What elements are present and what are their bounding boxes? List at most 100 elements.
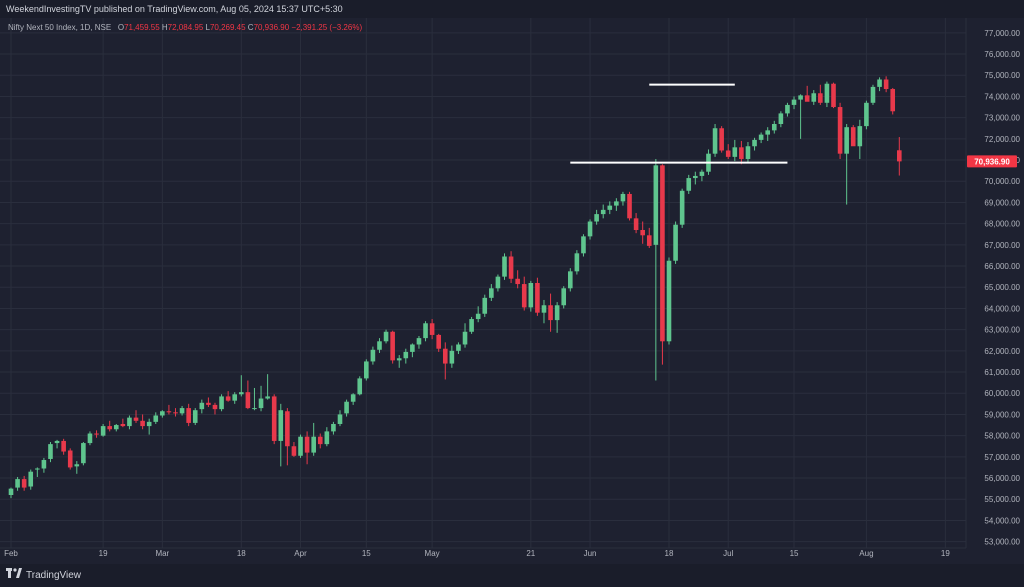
candle-up	[568, 271, 573, 289]
candle-up	[81, 443, 86, 464]
candle-up	[864, 102, 869, 127]
candle-down	[660, 165, 665, 342]
candle-up	[41, 460, 47, 469]
candle-up	[192, 410, 198, 423]
candle-up	[489, 288, 494, 298]
candle-up	[482, 297, 488, 314]
candle-up	[699, 171, 705, 176]
candles	[8, 76, 902, 499]
candle-up	[179, 408, 185, 414]
candle-up	[449, 350, 455, 364]
candle-down	[429, 323, 435, 335]
candle-up	[693, 175, 698, 179]
candle-down	[633, 218, 639, 230]
high-value: 72,084.95	[167, 23, 204, 32]
symbol-label: Nifty Next 50 Index, 1D, NSE	[8, 23, 112, 32]
candle-up	[785, 104, 790, 114]
candle-down	[140, 420, 145, 427]
candle-up	[416, 338, 422, 345]
candle-up	[554, 305, 560, 321]
candle-down	[94, 433, 99, 435]
last-price-tag-bg	[967, 155, 1017, 168]
candle-up	[811, 93, 817, 102]
candle-up	[877, 79, 882, 87]
candle-down	[206, 402, 211, 405]
price-tick-label: 65,000.00	[984, 283, 1020, 292]
time-axis[interactable]: Feb 19 Mar 18 Apr 15 May 21 Jun 18 Jul 15 Aug 19	[4, 549, 950, 558]
chart-background	[0, 18, 1024, 564]
price-tick-label: 67,000.00	[984, 241, 1020, 250]
open-value: 71,459.55	[124, 23, 160, 32]
candle-down	[515, 278, 520, 285]
candle-down	[883, 79, 889, 90]
chart-area[interactable]: 77,000.00 76,000.00 75,000.00 74,000.00 73,0…	[0, 18, 1024, 564]
time-tick-label: 19	[99, 549, 108, 558]
candle-up	[15, 479, 20, 488]
candle-up	[541, 305, 547, 313]
candle-up	[232, 394, 238, 401]
tradingview-logo-icon[interactable]	[6, 564, 22, 587]
change-value: −2,391.25 (−3.26%)	[291, 23, 363, 32]
candle-up	[383, 331, 389, 342]
candle-up	[258, 398, 264, 409]
price-tick-label: 55,000.00	[984, 495, 1020, 504]
candle-down	[21, 479, 27, 488]
candle-up	[331, 423, 336, 432]
candle-up	[403, 351, 409, 359]
candle-down	[436, 334, 441, 349]
candle-down	[61, 440, 66, 452]
candle-down	[640, 230, 645, 236]
candle-up	[146, 421, 152, 427]
price-tick-label: 72,000.00	[984, 135, 1020, 144]
candle-down	[390, 331, 395, 361]
horizontal-lines	[570, 83, 788, 164]
price-tick-label: 68,000.00	[984, 220, 1020, 229]
last-price-tag-text: 70,936.90	[974, 157, 1010, 166]
close-value: 70,936.90	[253, 23, 290, 32]
candle-up	[344, 401, 349, 414]
low-value: 70,269.45	[209, 23, 246, 32]
candle-down	[739, 147, 744, 159]
candle-down	[225, 396, 231, 401]
time-tick-label: Apr	[294, 549, 307, 558]
open-label: O	[117, 23, 125, 32]
candle-down	[304, 436, 310, 453]
candle-up	[199, 402, 205, 410]
time-tick-label: Aug	[859, 549, 873, 558]
candle-up	[791, 99, 797, 105]
candle-down	[67, 450, 73, 468]
candle-down	[627, 193, 632, 219]
candle-down	[521, 284, 527, 308]
candle-up	[396, 358, 402, 361]
price-tick-label: 56,000.00	[984, 474, 1020, 483]
candle-up	[765, 130, 770, 135]
candle-up	[324, 431, 330, 445]
candlestick-chart[interactable]: 77,000.00 76,000.00 75,000.00 74,000.00 73,0…	[0, 18, 1024, 564]
footer-brand[interactable]: TradingView	[26, 570, 82, 582]
candle-up	[594, 214, 599, 222]
time-tick-label: Jun	[584, 549, 597, 558]
time-tick-label: 21	[526, 549, 535, 558]
candle-up	[666, 260, 672, 342]
candle-up	[252, 408, 257, 410]
time-tick-label: 18	[237, 549, 246, 558]
candle-up	[620, 193, 626, 202]
candle-down	[245, 392, 251, 409]
candle-down	[804, 95, 810, 102]
candle-up	[87, 433, 93, 444]
footer-bar: TradingView	[0, 564, 1024, 587]
candle-down	[133, 417, 139, 421]
candle-up	[35, 468, 40, 470]
candle-up	[370, 349, 376, 362]
candle-up	[732, 147, 738, 157]
price-tick-label: 59,000.00	[984, 410, 1020, 419]
candle-up	[771, 124, 777, 131]
candle-up	[502, 256, 507, 277]
price-tick-label: 70,000.00	[984, 177, 1020, 186]
candle-up	[581, 236, 586, 254]
price-tick-label: 66,000.00	[984, 262, 1020, 271]
candle-up	[298, 436, 303, 456]
price-axis[interactable]: 77,000.00 76,000.00 75,000.00 74,000.00 73,0…	[984, 29, 1020, 547]
candle-up	[824, 83, 830, 103]
candle-up	[377, 341, 382, 350]
